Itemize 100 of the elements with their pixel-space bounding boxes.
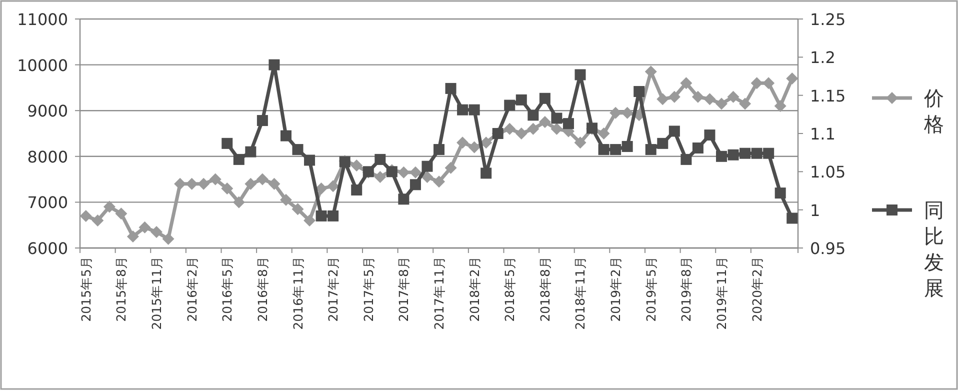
point [150, 226, 163, 238]
x-tick-label: 2015年8月 [114, 256, 129, 322]
point [480, 136, 492, 149]
x-tick-label: 2015年5月 [78, 256, 94, 322]
point [456, 136, 469, 149]
x-tick-label: 2019年11月 [714, 256, 729, 330]
point [268, 59, 280, 70]
point [316, 210, 327, 222]
point [138, 221, 151, 234]
x-tick-label: 2019年2月 [608, 256, 624, 322]
point [232, 196, 245, 208]
point [704, 93, 716, 106]
point [716, 150, 727, 162]
point [680, 77, 692, 90]
point [704, 130, 716, 141]
point [786, 212, 798, 224]
point [468, 104, 480, 116]
y-tick-label: 11000 [17, 10, 68, 29]
point [198, 178, 210, 190]
point [374, 171, 386, 184]
point [504, 100, 516, 111]
point [645, 144, 656, 156]
x-tick-label: 2017年11月 [432, 256, 446, 330]
y2-tick-label: 1.05 [810, 162, 846, 182]
x-tick-label: 2017年2月 [326, 256, 341, 322]
x-tick-label: 2019年5月 [643, 256, 658, 322]
point [92, 214, 104, 227]
point [727, 90, 740, 103]
point [656, 93, 669, 106]
point [527, 122, 540, 135]
point [351, 184, 362, 196]
point [668, 90, 680, 103]
y-tick-label: 10000 [17, 56, 68, 75]
point [280, 130, 292, 142]
point [468, 141, 480, 154]
point [256, 173, 268, 186]
point [551, 112, 562, 124]
point [504, 122, 516, 135]
point [444, 162, 457, 174]
x-tick-label: 2016年8月 [254, 256, 270, 322]
point [774, 188, 786, 199]
point [751, 148, 762, 159]
x-tick-label: 2018年5月 [502, 256, 518, 322]
point [715, 98, 728, 110]
point [162, 232, 174, 245]
point [222, 138, 233, 149]
point [221, 182, 234, 194]
point [268, 178, 280, 190]
x-tick-label: 2018年2月 [466, 256, 482, 322]
point [538, 116, 551, 128]
point [680, 154, 692, 165]
point [209, 173, 222, 186]
point [445, 82, 456, 94]
x-tick-label: 2017年8月 [396, 256, 412, 322]
x-tick-label: 2019年8月 [678, 256, 694, 322]
legend-label: 同比发展 [924, 198, 944, 300]
point [304, 154, 316, 166]
y-tick-label: 8000 [27, 147, 68, 166]
point [516, 94, 527, 106]
point [786, 72, 798, 85]
y2-tick-label: 1.15 [810, 86, 846, 106]
y-tick-label: 6000 [27, 239, 68, 258]
point [280, 194, 292, 206]
point [244, 178, 257, 190]
point [657, 138, 668, 149]
point [292, 144, 304, 156]
x-tick-label: 2016年5月 [220, 256, 235, 322]
x-tick-label: 2018年11月 [572, 256, 588, 330]
point [762, 77, 775, 90]
point [126, 230, 139, 243]
x-tick-label: 2015年11月 [149, 256, 164, 330]
point [328, 210, 339, 222]
point [515, 128, 528, 140]
legend-label: 价格 [923, 86, 944, 136]
point [763, 148, 774, 159]
y2-tick-label: 1.1 [810, 124, 836, 144]
point [740, 148, 751, 159]
point [245, 146, 256, 158]
point [374, 154, 386, 165]
point [256, 115, 268, 126]
point [433, 176, 445, 188]
point [728, 149, 739, 160]
point [610, 144, 622, 156]
point [562, 118, 574, 130]
x-tick-label: 2016年11月 [290, 256, 306, 330]
point [622, 140, 633, 152]
y2-tick-label: 0.95 [810, 239, 846, 258]
x-tick-label: 2017年5月 [360, 256, 376, 322]
point [292, 203, 304, 216]
point [434, 144, 444, 156]
x-tick-label: 2016年2月 [184, 256, 200, 322]
point [668, 126, 680, 137]
point [692, 142, 704, 154]
point [410, 179, 421, 190]
point [422, 160, 433, 172]
point [398, 194, 410, 205]
y-tick-label: 7000 [27, 193, 68, 212]
y2-tick-label: 1.2 [810, 48, 836, 68]
point [480, 168, 492, 179]
point [750, 77, 763, 90]
